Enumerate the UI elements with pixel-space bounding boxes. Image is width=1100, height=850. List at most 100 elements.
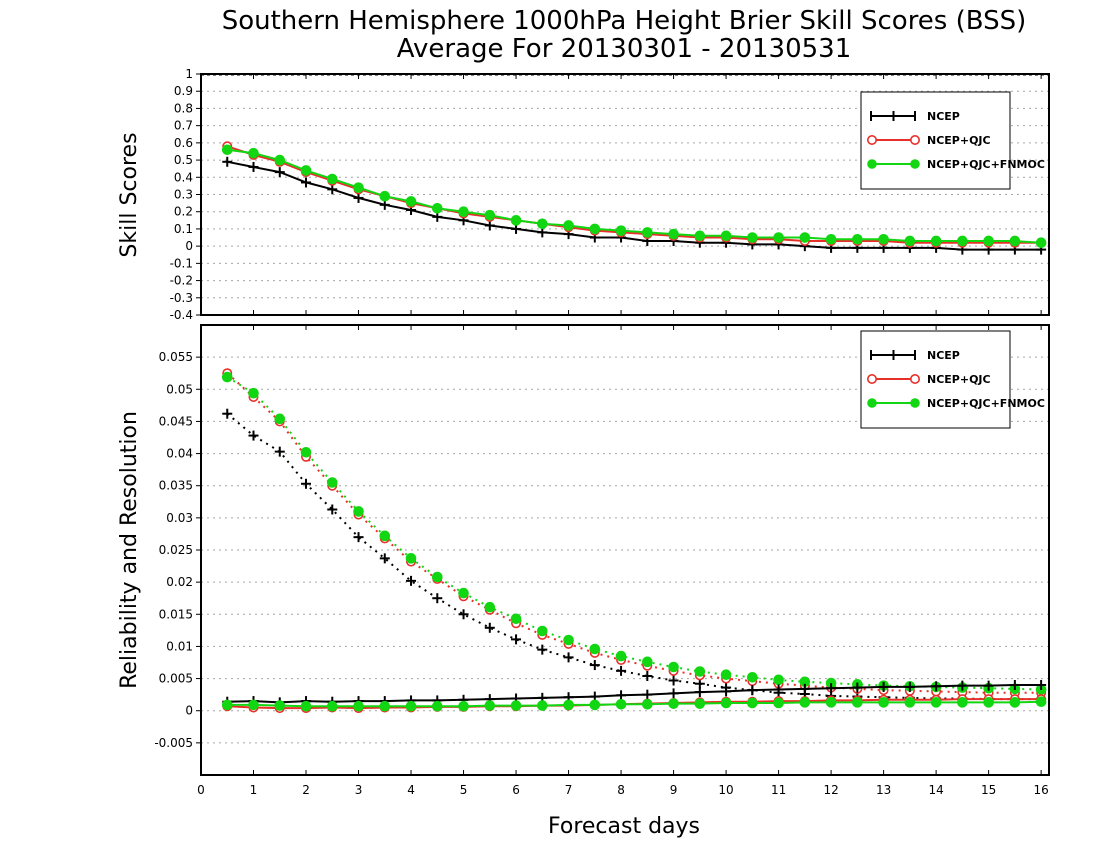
x-tick-label: 2	[302, 783, 310, 797]
data-point	[930, 697, 942, 708]
y-tick-label: 0.015	[159, 607, 193, 621]
data-point	[642, 656, 653, 668]
data-point	[1036, 680, 1047, 690]
data-point	[484, 209, 496, 221]
data-point	[668, 688, 679, 699]
data-point	[353, 532, 364, 543]
data-point	[537, 644, 548, 655]
legend: NCEP NCEP+QJC NCEP+QJC+FNMOC	[860, 330, 1045, 429]
y-tick-label: 0.04	[166, 447, 193, 461]
data-point	[405, 553, 417, 564]
data-point	[511, 634, 522, 645]
data-point	[326, 700, 338, 712]
legend-label: NCEP+QJC+FNMOC	[927, 158, 1045, 171]
x-tick-label: 6	[512, 783, 520, 797]
data-point	[326, 477, 338, 488]
data-point	[616, 665, 627, 676]
data-point	[878, 697, 889, 708]
y-tick-label: 0.5	[174, 153, 193, 167]
data-point	[301, 478, 312, 489]
data-point	[878, 681, 889, 692]
legend-label: NCEP+QJC+FNMOC	[927, 397, 1045, 410]
data-point	[668, 675, 679, 686]
y-tick-label: -0.3	[170, 291, 193, 305]
x-tick-label: 3	[355, 783, 363, 797]
legend-marker	[910, 398, 920, 408]
data-point	[589, 699, 601, 711]
data-point	[405, 196, 417, 207]
y-tick-label: 0	[185, 239, 193, 253]
plot-frame	[200, 324, 1050, 776]
y-tick-label: 0.005	[159, 672, 193, 686]
data-point	[431, 571, 443, 583]
data-point	[221, 144, 233, 156]
data-point	[957, 680, 968, 691]
data-point	[248, 387, 259, 399]
data-point	[720, 230, 732, 242]
data-point	[747, 697, 758, 709]
data-point	[694, 698, 706, 709]
x-tick-label: 11	[771, 783, 786, 797]
legend-marker	[866, 135, 877, 146]
data-point	[379, 190, 391, 202]
data-point	[589, 223, 601, 235]
data-point	[300, 700, 312, 712]
data-point	[221, 371, 233, 383]
data-point	[510, 700, 522, 711]
y-tick-label: 0.6	[174, 136, 193, 150]
data-point	[747, 232, 758, 243]
y-tick-label: 0.02	[166, 575, 193, 589]
data-point	[458, 700, 469, 712]
chart-title-line1: Southern Hemisphere 1000hPa Height Brier…	[222, 6, 1027, 36]
data-point	[720, 697, 732, 709]
data-point	[431, 202, 443, 214]
data-point	[957, 235, 968, 247]
data-point	[721, 686, 732, 697]
data-point	[300, 165, 312, 176]
data-point	[248, 147, 259, 159]
plot-frame	[200, 73, 1050, 316]
x-tick-label: 12	[823, 783, 838, 797]
data-point	[563, 634, 574, 646]
data-point	[484, 220, 495, 231]
y-tick-label: -0.2	[170, 274, 193, 288]
data-point	[484, 622, 495, 633]
x-tick-label: 16	[1033, 783, 1048, 797]
data-point	[799, 697, 811, 708]
data-point	[826, 683, 837, 694]
data-point	[353, 182, 364, 193]
y-tick-label: 0	[185, 704, 193, 718]
data-point	[563, 699, 574, 711]
data-point	[983, 680, 994, 691]
data-point	[248, 161, 259, 172]
x-tick-label: 15	[981, 783, 996, 797]
data-point	[563, 220, 574, 231]
y-tick-label: 0.025	[159, 543, 193, 557]
data-point	[274, 700, 286, 711]
y-tick-label: 0.9	[174, 84, 193, 98]
data-point	[327, 504, 338, 515]
y-axis-label: Skill Scores	[117, 132, 142, 257]
reliability-resolution-panel: -0.005 0 0.005 0.01 0.015 0.02 0.025 0.03 0.035 0…	[117, 324, 1050, 797]
x-tick-label: 9	[670, 783, 678, 797]
x-tick-label: 0	[197, 783, 205, 797]
y-tick-label: 1	[185, 67, 193, 81]
data-point	[668, 661, 679, 673]
data-point	[274, 413, 286, 425]
data-point	[406, 575, 417, 586]
data-point	[353, 506, 364, 517]
data-point	[773, 684, 784, 695]
data-point	[694, 687, 705, 698]
y-tick-label: 0.05	[166, 382, 193, 396]
chart-title-line2: Average For 20130301 - 20130531	[397, 34, 852, 64]
data-point	[458, 206, 469, 218]
y-tick-label: 0.035	[159, 479, 193, 493]
data-point	[248, 699, 259, 711]
data-point	[510, 215, 522, 226]
y-tick-label: 0.1	[174, 222, 193, 236]
data-point	[327, 184, 338, 195]
x-tick-label: 5	[460, 783, 468, 797]
y-tick-label: -0.4	[170, 308, 193, 322]
data-point	[773, 674, 784, 686]
data-point	[537, 700, 548, 711]
